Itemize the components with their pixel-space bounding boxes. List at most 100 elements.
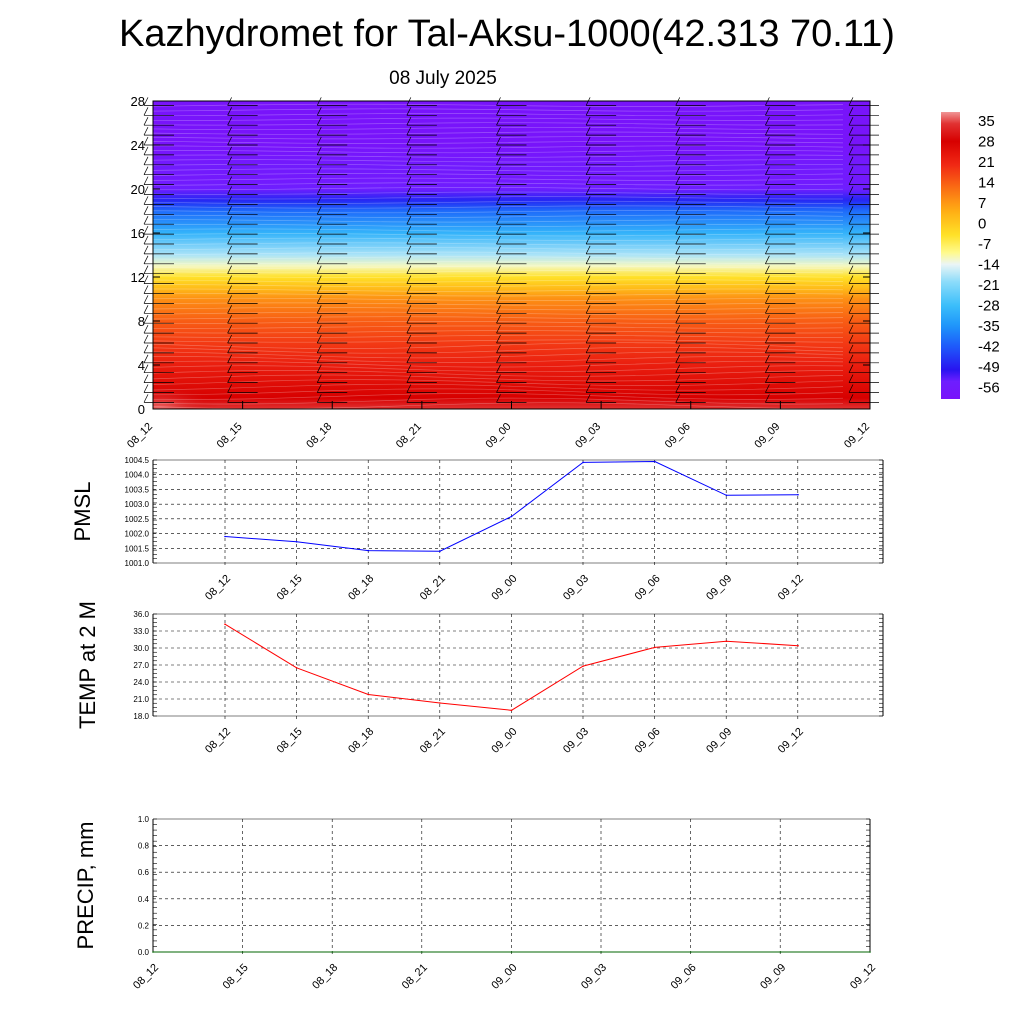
isotherm-contour xyxy=(152,173,844,177)
y-tick-label: 1002.0 xyxy=(125,530,150,539)
wind-barb-flag xyxy=(585,245,591,255)
isotherm-contour xyxy=(152,342,844,349)
isotherm-contour xyxy=(152,297,844,301)
wind-barb-flag xyxy=(848,107,854,116)
wind-barb-flag xyxy=(227,275,232,284)
isotherm-contour xyxy=(152,393,844,400)
wind-barb-flag xyxy=(848,344,854,354)
wind-barb-flag xyxy=(316,265,322,274)
wind-barb-flag xyxy=(406,117,412,126)
x-tick-label: 08_21 xyxy=(400,962,430,992)
wind-barb-flag xyxy=(496,315,501,324)
isotherm-contour xyxy=(152,265,843,269)
isotherm-contour xyxy=(152,159,844,163)
colorbar-tick-label: -14 xyxy=(978,256,1000,273)
wind-barb-flag xyxy=(316,295,322,304)
wind-barb-flag xyxy=(406,136,412,146)
x-tick-label: 08_12 xyxy=(125,421,155,451)
wind-barb-flag xyxy=(585,235,591,245)
wind-barb-flag xyxy=(406,334,412,344)
colorbar-tick-label: -35 xyxy=(978,318,1000,335)
wind-barb-flag xyxy=(406,285,412,294)
surface-warm-spot xyxy=(153,280,453,409)
wind-barb-flag xyxy=(227,176,232,185)
x-tick-label: 08_12 xyxy=(131,962,161,992)
isotherm-contour xyxy=(152,316,844,320)
y-tick-label: 12 xyxy=(131,270,145,285)
wind-barb-flag xyxy=(406,146,412,156)
temp-panel: 36.0 33.0 30.0 27.0 24.0 21.0 18.0 08_12 08_15 08… xyxy=(75,601,884,756)
wind-barb-flag xyxy=(585,354,591,363)
x-tick-label: 09_12 xyxy=(776,573,806,603)
isotherm-contour xyxy=(152,370,844,377)
y-tick-label: 27.0 xyxy=(133,661,149,670)
x-tick-label: 08_21 xyxy=(418,573,448,603)
wind-barb-flag xyxy=(585,117,591,126)
wind-barb-flag xyxy=(496,216,501,225)
x-tick-label: 08_18 xyxy=(346,573,376,603)
y-axis-label: TEMP at 2 M xyxy=(75,601,100,729)
x-tick-label: 08_21 xyxy=(418,726,448,756)
wind-barb-flag xyxy=(406,126,412,136)
wind-barb-flag xyxy=(848,146,854,156)
wind-barb-flag xyxy=(585,315,591,324)
wind-barb-flag xyxy=(765,216,770,225)
wind-barb-flag xyxy=(848,285,854,294)
wind-barb-flag xyxy=(848,305,854,314)
wind-barb-flag xyxy=(675,186,681,195)
wind-barb-flag xyxy=(406,374,412,383)
colorbar-tick-label: 21 xyxy=(978,154,995,171)
colorbar-tick-label: -7 xyxy=(978,236,991,253)
wind-barb-flag xyxy=(143,235,149,245)
isotherm-contour xyxy=(152,274,844,278)
wind-barb-flag xyxy=(848,394,854,403)
wind-barb-flag xyxy=(675,107,681,116)
isotherm-contour xyxy=(152,388,844,396)
colorbar-tick-label: 35 xyxy=(978,113,995,130)
wind-barb-flag xyxy=(143,295,149,304)
isotherm-contour xyxy=(152,374,844,382)
wind-barb-flag xyxy=(227,285,232,294)
wind-barb-flag xyxy=(496,285,501,294)
wind-barb-flag xyxy=(143,364,149,373)
isotherm-contour xyxy=(152,339,844,343)
wind-barb-flag xyxy=(316,146,322,156)
wind-barb-flag xyxy=(316,354,322,363)
y-tick-label: 0.4 xyxy=(138,895,150,904)
wind-barb-flag xyxy=(675,265,681,274)
wind-barb-flag xyxy=(848,364,854,373)
wind-barb-flag xyxy=(675,117,681,126)
colorbar-tick-label: -49 xyxy=(978,359,1000,376)
wind-barb-flag xyxy=(227,196,232,205)
wind-barb-flag xyxy=(765,126,770,136)
wind-barb-flag xyxy=(316,206,322,215)
wind-barb-flag xyxy=(848,384,854,393)
wind-barb-flag xyxy=(143,334,149,344)
wind-barb-flag xyxy=(316,394,322,403)
wind-barb-flag xyxy=(406,324,412,334)
wind-barb-flag xyxy=(406,394,412,403)
wind-barb-flag xyxy=(227,126,232,136)
wind-barb-flag xyxy=(406,225,412,235)
isotherm-contour xyxy=(152,136,844,140)
wind-barb-flag xyxy=(585,186,591,195)
wind-barb-flag xyxy=(675,384,681,393)
x-tick-label: 08_15 xyxy=(215,421,245,451)
wind-barb-flag xyxy=(675,225,681,235)
isotherm-contour xyxy=(152,150,844,154)
isotherm-contour xyxy=(152,325,844,329)
wind-barb-flag xyxy=(143,324,149,334)
wind-barb-flag xyxy=(765,245,770,255)
wind-barb-flag xyxy=(143,107,149,116)
wind-barb-flag xyxy=(496,255,501,264)
wind-barb-flag xyxy=(765,166,770,175)
wind-barb-flag xyxy=(765,344,770,354)
wind-barb-flag xyxy=(585,136,591,146)
wind-barb-flag xyxy=(765,156,770,165)
wind-barb-flag xyxy=(848,176,854,185)
y-tick-label: 1002.5 xyxy=(125,515,150,524)
wind-barb-flag xyxy=(406,186,412,195)
wind-barb-flag xyxy=(675,315,681,324)
wind-barb-flag xyxy=(765,235,770,245)
